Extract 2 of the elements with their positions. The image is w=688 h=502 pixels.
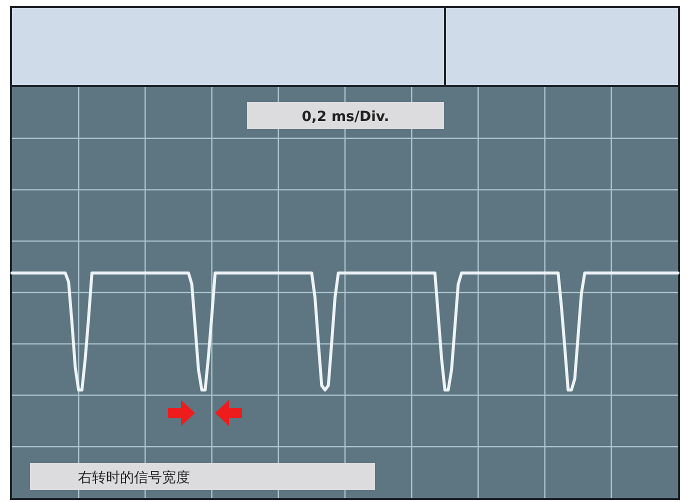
text: 0,2 ms/Div.: [302, 109, 390, 125]
annotation: 右转时的信号宽度: [78, 470, 190, 486]
